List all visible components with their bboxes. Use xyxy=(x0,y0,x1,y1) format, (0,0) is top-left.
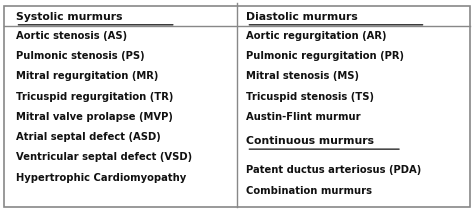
Text: Austin-Flint murmur: Austin-Flint murmur xyxy=(246,112,361,122)
Text: Patent ductus arteriosus (PDA): Patent ductus arteriosus (PDA) xyxy=(246,165,422,175)
Text: Mitral stenosis (MS): Mitral stenosis (MS) xyxy=(246,71,359,81)
Text: Mitral regurgitation (MR): Mitral regurgitation (MR) xyxy=(16,71,158,81)
Text: Pulmonic regurgitation (PR): Pulmonic regurgitation (PR) xyxy=(246,51,404,61)
Text: Continuous murmurs: Continuous murmurs xyxy=(246,136,374,146)
Text: Ventricular septal defect (VSD): Ventricular septal defect (VSD) xyxy=(16,152,191,162)
Text: Combination murmurs: Combination murmurs xyxy=(246,186,373,196)
Text: Aortic stenosis (AS): Aortic stenosis (AS) xyxy=(16,31,127,41)
FancyBboxPatch shape xyxy=(4,5,470,207)
Text: Tricuspid regurgitation (TR): Tricuspid regurgitation (TR) xyxy=(16,92,173,101)
Text: Atrial septal defect (ASD): Atrial septal defect (ASD) xyxy=(16,132,160,142)
Text: Tricuspid stenosis (TS): Tricuspid stenosis (TS) xyxy=(246,92,374,101)
Text: Pulmonic stenosis (PS): Pulmonic stenosis (PS) xyxy=(16,51,144,61)
Text: Aortic regurgitation (AR): Aortic regurgitation (AR) xyxy=(246,31,387,41)
Text: Mitral valve prolapse (MVP): Mitral valve prolapse (MVP) xyxy=(16,112,173,122)
Text: Systolic murmurs: Systolic murmurs xyxy=(16,12,122,22)
Text: Diastolic murmurs: Diastolic murmurs xyxy=(246,12,358,22)
Text: Hypertrophic Cardiomyopathy: Hypertrophic Cardiomyopathy xyxy=(16,173,186,183)
